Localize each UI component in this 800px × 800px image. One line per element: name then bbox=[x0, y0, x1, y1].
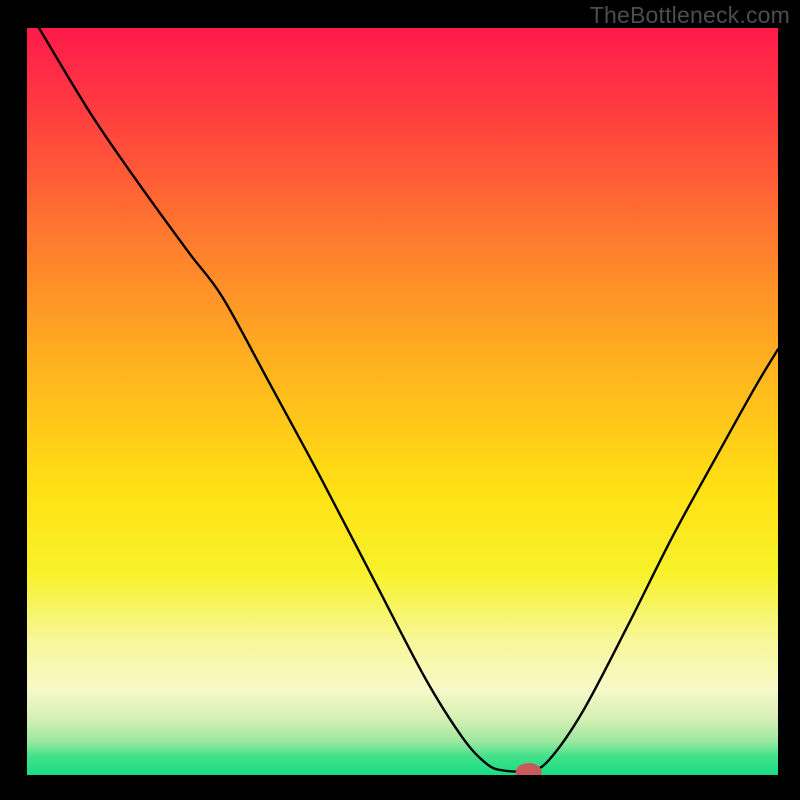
bottleneck-chart bbox=[0, 0, 800, 800]
chart-stage: TheBottleneck.com bbox=[0, 0, 800, 800]
plot-gradient-background bbox=[27, 28, 778, 775]
watermark-text: TheBottleneck.com bbox=[590, 2, 790, 29]
